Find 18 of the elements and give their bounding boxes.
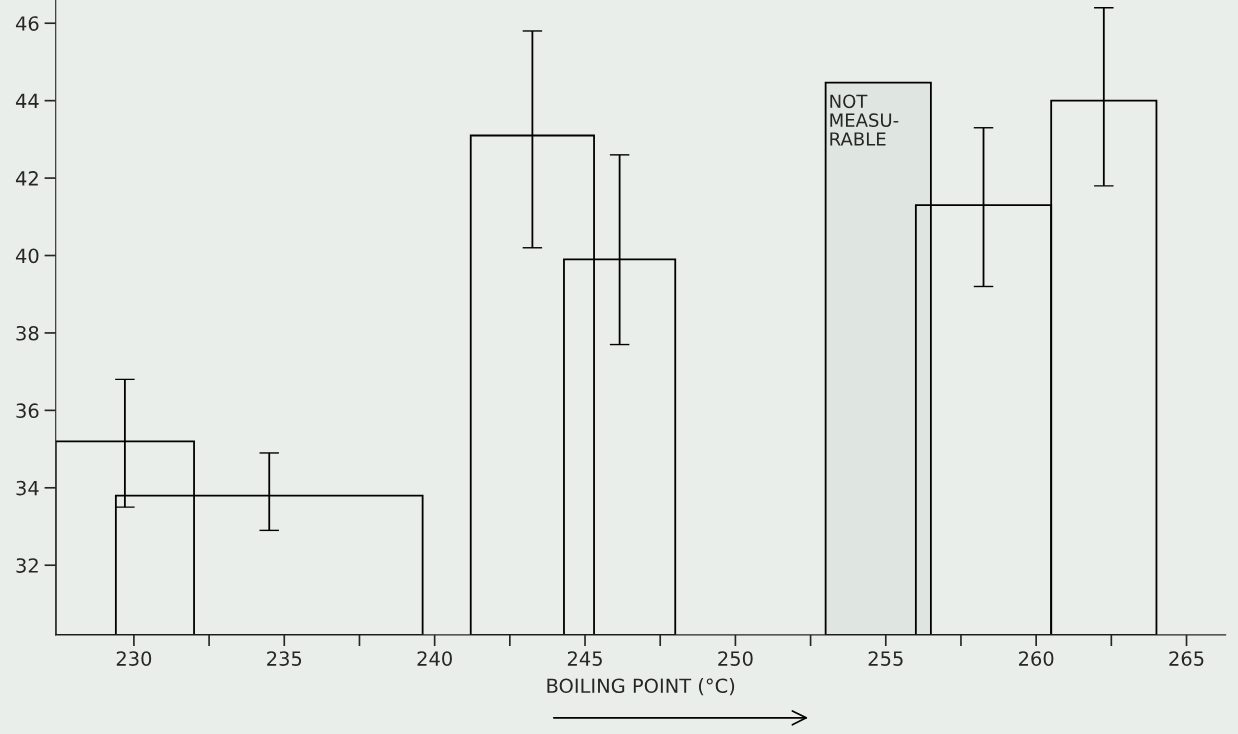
x-tick-label: 230 [116, 651, 152, 666]
y-tick-label: 38 [16, 325, 39, 341]
y-tick-label: 42 [15, 171, 38, 186]
y-tick-label: 34 [16, 480, 39, 496]
x-tick-label: 250 [718, 651, 753, 666]
x-tick-label: 235 [267, 651, 302, 666]
y-tick-label: 44 [15, 93, 39, 109]
y-tick-label: 46 [15, 16, 39, 31]
y-tick-label: 36 [16, 403, 39, 419]
band-label: NOT MEASU- RABLE [830, 94, 899, 146]
y-tick-label: 32 [16, 558, 38, 573]
x-tick-label: 245 [567, 651, 602, 666]
x-axis-title: BOILING POINT (°C) [547, 678, 735, 696]
x-tick-label: 255 [868, 651, 903, 666]
y-tick-label: 40 [15, 248, 39, 264]
x-tick-label: 265 [1169, 651, 1204, 666]
x-tick-label: 260 [1019, 651, 1054, 666]
x-tick-label: 240 [417, 651, 452, 666]
